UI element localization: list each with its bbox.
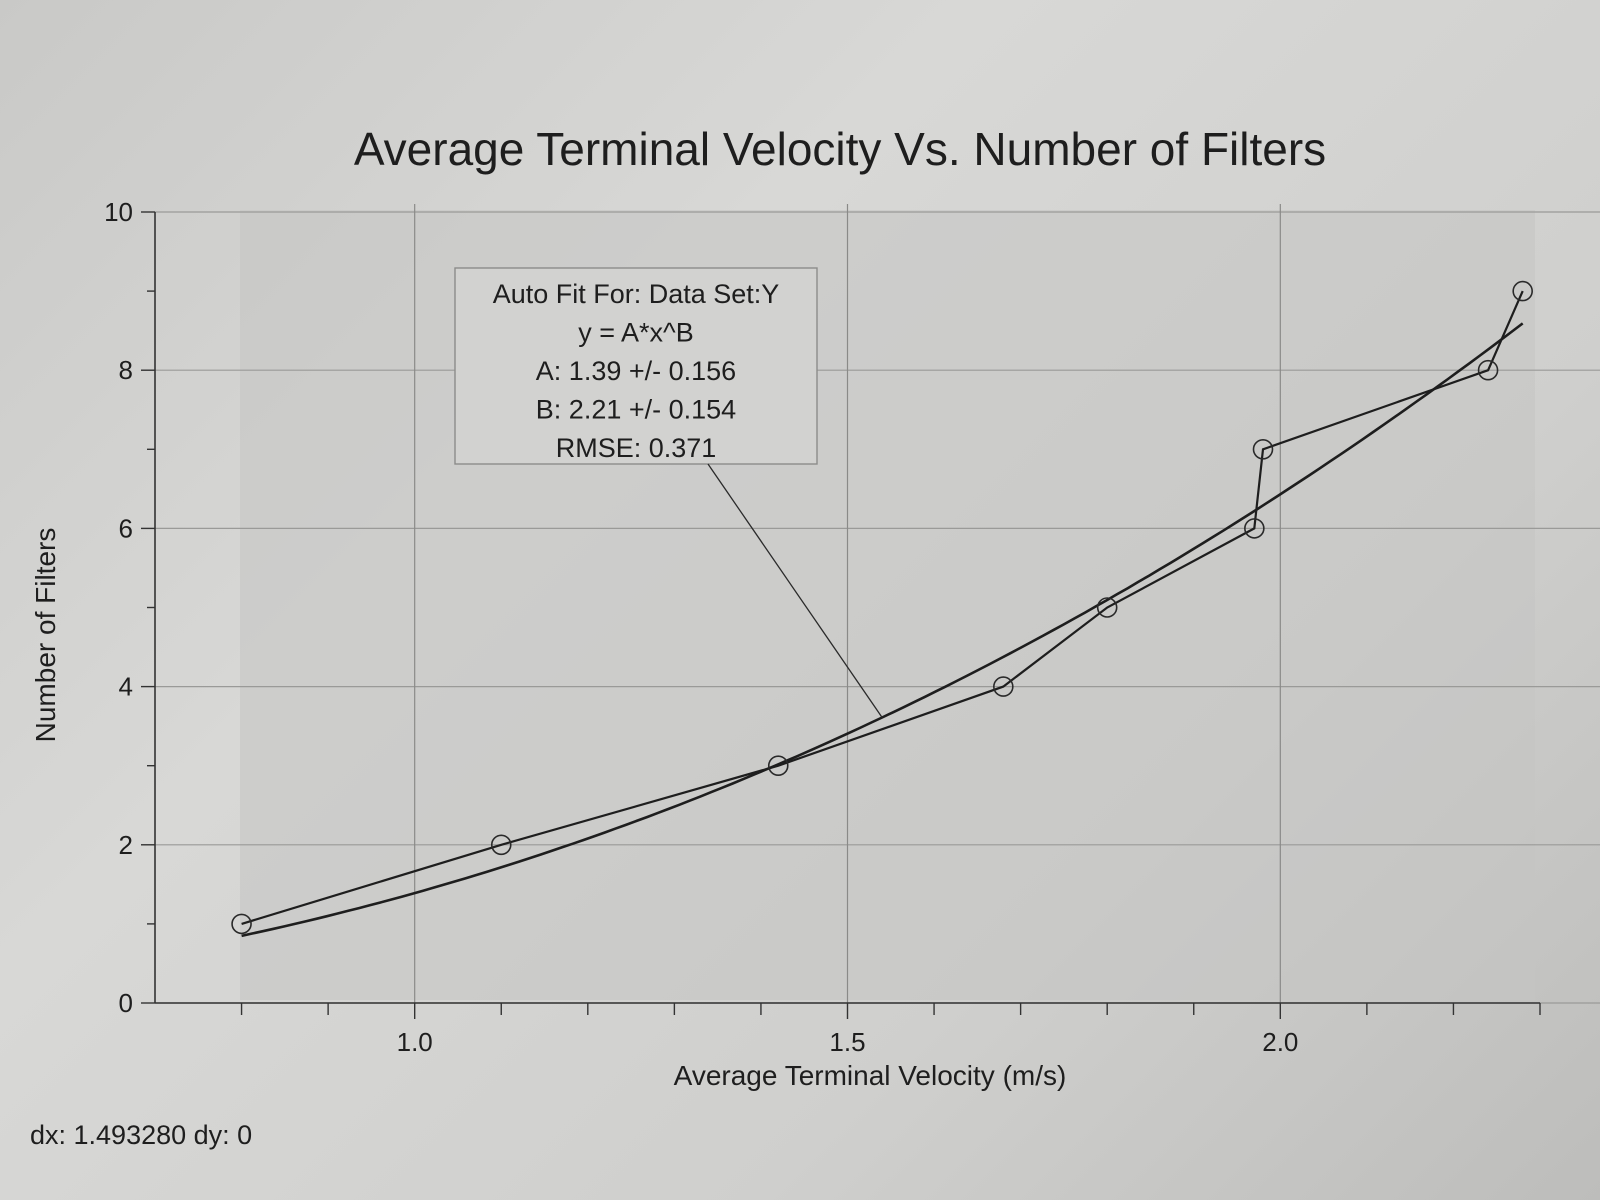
x-tick-label: 1.0 xyxy=(397,1027,433,1057)
x-tick-label: 1.5 xyxy=(829,1027,865,1057)
fit-text-line: Auto Fit For: Data Set:Y xyxy=(493,279,780,309)
fit-text-line: RMSE: 0.371 xyxy=(556,433,717,463)
x-tick-label: 2.0 xyxy=(1262,1027,1298,1057)
grid xyxy=(155,204,1600,1004)
data-point xyxy=(767,755,789,777)
plot-background xyxy=(240,210,1535,1000)
fit-text-line: A: 1.39 +/- 0.156 xyxy=(536,356,736,386)
fit-leader-line xyxy=(707,463,883,718)
axes: 0 2 4 6 8 10 1.0 1.5 2.0 xyxy=(104,197,1541,1057)
data-point xyxy=(1096,597,1118,618)
y-tick-label: 0 xyxy=(119,988,133,1018)
fit-annotation: Auto Fit For: Data Set:Y y = A*x^B A: 1.39… xyxy=(454,267,883,718)
y-tick-label: 10 xyxy=(104,197,133,227)
y-tick-label: 8 xyxy=(119,355,133,385)
data-point xyxy=(1244,518,1265,539)
x-axis-label: Average Terminal Velocity (m/s) xyxy=(674,1060,1067,1091)
y-axis-label: Number of Filters xyxy=(30,528,61,743)
y-tick-label: 6 xyxy=(119,513,133,543)
data-point xyxy=(1252,438,1274,460)
y-tick-label: 4 xyxy=(119,672,133,702)
fit-text-line: y = A*x^B xyxy=(578,318,693,348)
data-point xyxy=(1512,280,1533,302)
data-point xyxy=(1477,359,1499,381)
data-point xyxy=(993,676,1014,697)
chart-title: Average Terminal Velocity Vs. Number of … xyxy=(354,123,1326,175)
cursor-readout: dx: 1.493280 dy: 0 xyxy=(30,1120,253,1150)
series-line xyxy=(241,290,1524,925)
data-point xyxy=(231,913,252,935)
fit-text-line: B: 2.21 +/- 0.154 xyxy=(536,395,736,425)
fit-box xyxy=(454,267,818,465)
data-point xyxy=(490,834,512,856)
y-tick-label: 2 xyxy=(119,830,133,860)
